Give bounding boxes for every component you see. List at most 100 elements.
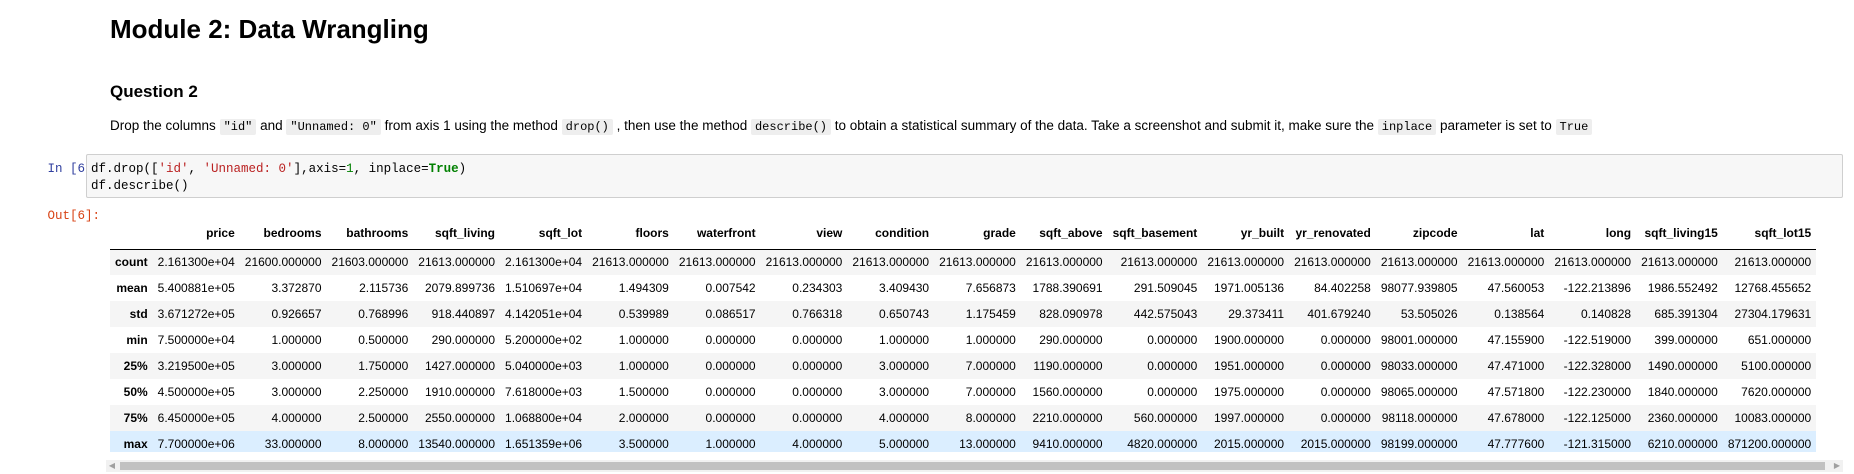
inline-code-drop: drop() <box>561 119 613 135</box>
table-cell: 0.000000 <box>1320 359 1371 373</box>
table-row: mean 5.400881e+05 3.372870 2.115736 2079.899… <box>110 275 1816 301</box>
column-header: grade <box>934 217 1021 250</box>
column-header: sqft_above <box>1020 217 1108 250</box>
column-header: condition <box>847 217 935 250</box>
table-cell: 651.000000 <box>1747 333 1812 347</box>
table-cell: 4.000000 <box>271 411 322 425</box>
scroll-left-arrow-icon[interactable]: ◀ <box>108 461 116 470</box>
table-cell: 21613.000000 <box>1380 255 1458 270</box>
table-cell: 1900.000000 <box>1213 333 1285 347</box>
table-cell: 21613.000000 <box>418 255 496 270</box>
table-cell: 98118.000000 <box>1381 411 1458 425</box>
code-cell-editor[interactable]: df.drop(['id', 'Unnamed: 0'],axis=1, inp… <box>86 154 1843 198</box>
table-cell: 21613.000000 <box>1554 255 1632 270</box>
table-cell: 98001.000000 <box>1380 333 1458 347</box>
table-cell: 1.175459 <box>965 307 1016 321</box>
table-cell: 47.560053 <box>1487 281 1545 295</box>
table-cell: 98033.000000 <box>1380 359 1458 373</box>
horizontal-scrollbar[interactable]: ◀ ▶ <box>106 460 1843 472</box>
table-cell: -122.213896 <box>1563 281 1632 295</box>
table-cell: 0.000000 <box>1320 333 1371 347</box>
table-cell: 2015.000000 <box>1300 437 1371 451</box>
row-label: max <box>123 437 148 451</box>
inline-code-inplace: inplace <box>1377 119 1437 135</box>
table-body: count 2.161300e+04 21600.000000 21603.00000… <box>110 249 1817 452</box>
table-cell: -122.328000 <box>1563 359 1632 373</box>
table-cell: 1.651359e+06 <box>505 437 583 451</box>
inline-code-unnamed: "Unnamed: 0" <box>286 119 381 135</box>
table-cell: 2079.899736 <box>424 281 496 295</box>
table-cell: 1190.000000 <box>1033 359 1103 373</box>
table-row: max 7.700000e+06 33.000000 8.000000 13540.00… <box>110 431 1817 452</box>
code-string: 'Unnamed: 0' <box>203 162 294 176</box>
code-token: , inplace= <box>353 162 429 176</box>
table-cell: 8.000000 <box>965 411 1016 425</box>
table-cell: 3.409430 <box>879 281 930 295</box>
table-cell: 1490.000000 <box>1647 359 1718 373</box>
input-prompt: In [6]: <box>47 162 100 176</box>
table-cell: 1971.005136 <box>1213 281 1285 295</box>
table-cell: 47.571800 <box>1487 385 1545 399</box>
table-cell: 290.000000 <box>1039 333 1103 347</box>
table-cell: 7.656873 <box>965 281 1016 295</box>
table-cell: 3.000000 <box>271 385 322 399</box>
table-cell: 1910.000000 <box>424 385 496 399</box>
table-cell: 1.000000 <box>271 333 322 347</box>
column-header: sqft_lot15 <box>1722 217 1817 250</box>
inline-code-id: "id" <box>219 119 257 135</box>
table-cell: 0.000000 <box>1320 385 1371 399</box>
table-cell: 84.402258 <box>1314 281 1371 295</box>
table-cell: 4.500000e+05 <box>157 385 235 399</box>
table-cell: 0.000000 <box>792 359 843 373</box>
table-cell: 0.000000 <box>705 359 756 373</box>
table-cell: 8.000000 <box>358 437 409 451</box>
table-cell: 5.400881e+05 <box>157 281 235 295</box>
inline-code-true: True <box>1555 119 1593 135</box>
table-cell: 5.040000e+03 <box>505 359 583 373</box>
instructions-paragraph: Drop the columns "id" and "Unnamed: 0" f… <box>110 116 1830 137</box>
table-cell: 2.250000 <box>358 385 409 399</box>
table-cell: 0.000000 <box>1147 359 1198 373</box>
table-cell: 7.618000e+03 <box>505 385 583 399</box>
column-header: zipcode <box>1375 217 1463 250</box>
code-string: 'id' <box>158 162 189 176</box>
scrollbar-thumb[interactable] <box>120 462 1825 470</box>
table-cell: 5100.000000 <box>1741 359 1812 373</box>
instructions-text: parameter is set to <box>1436 118 1556 133</box>
table-cell: 0.000000 <box>1320 411 1371 425</box>
table-cell: 13540.000000 <box>418 437 496 451</box>
table-cell: -121.315000 <box>1563 437 1632 451</box>
table-cell: 21613.000000 <box>852 255 930 270</box>
table-cell: 0.766318 <box>792 307 843 321</box>
table-cell: 1.000000 <box>705 437 756 451</box>
table-cell: 3.500000 <box>618 437 669 451</box>
column-header: yr_renovated <box>1289 217 1376 250</box>
table-cell: 291.509045 <box>1133 281 1198 295</box>
scroll-right-arrow-icon[interactable]: ▶ <box>1833 461 1841 470</box>
column-header: yr_built <box>1202 217 1290 250</box>
inline-code-describe: describe() <box>750 119 831 135</box>
code-line-1: df.drop(['id', 'Unnamed: 0'],axis=1, inp… <box>91 161 1838 178</box>
column-header: waterfront <box>673 217 761 250</box>
table-cell: 21613.000000 <box>592 255 669 270</box>
table-cell: 0.086517 <box>705 307 756 321</box>
table-cell: 3.372870 <box>271 281 322 295</box>
code-token: , <box>188 162 204 176</box>
table-cell: 1.000000 <box>618 333 669 347</box>
table-cell: 0.539989 <box>618 307 669 321</box>
code-line-2: df.describe() <box>91 179 189 193</box>
table-row: min 7.500000e+04 1.000000 0.500000 290.00000… <box>110 327 1816 353</box>
row-label: min <box>126 333 148 347</box>
table-cell: 290.000000 <box>431 333 496 347</box>
column-header: lat <box>1462 217 1550 250</box>
instructions-text: and <box>256 118 287 133</box>
table-cell: 1.500000 <box>618 385 669 399</box>
table-cell: 6.450000e+05 <box>157 411 235 425</box>
row-label: 75% <box>123 411 148 425</box>
table-cell: 0.000000 <box>792 411 843 425</box>
instructions-text: , then use the method <box>612 118 751 133</box>
table-cell: 2015.000000 <box>1213 437 1285 451</box>
output-area: price bedrooms bathrooms sqft_living sqft_lo… <box>110 212 1843 452</box>
table-cell: 0.926657 <box>271 307 322 321</box>
table-row: 75% 6.450000e+05 4.000000 2.500000 2550.0000… <box>110 405 1817 431</box>
